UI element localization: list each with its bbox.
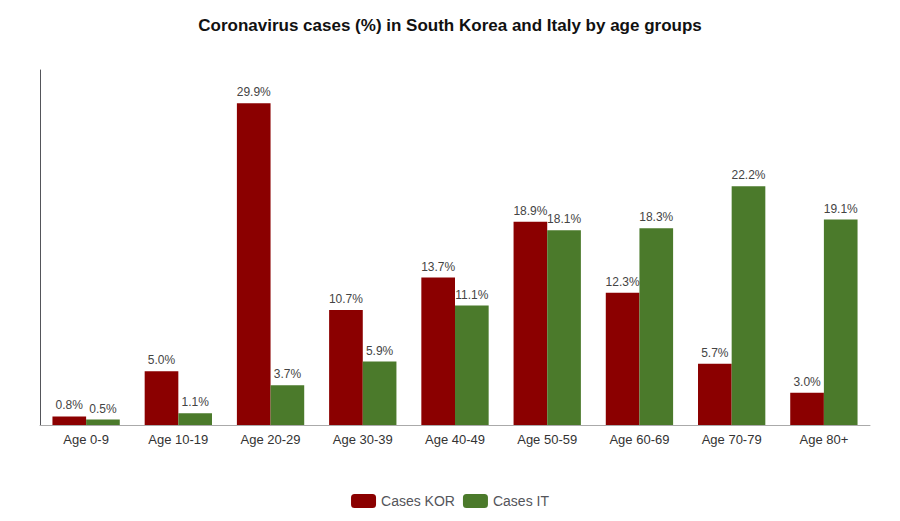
svg-text:12.3%: 12.3% bbox=[606, 275, 640, 289]
svg-text:13.7%: 13.7% bbox=[421, 260, 455, 274]
svg-text:22.2%: 22.2% bbox=[731, 168, 765, 182]
svg-text:Age 0-9: Age 0-9 bbox=[63, 432, 109, 447]
svg-text:Age 80+: Age 80+ bbox=[799, 432, 848, 447]
svg-text:Age 60-69: Age 60-69 bbox=[609, 432, 669, 447]
svg-text:Age 70-79: Age 70-79 bbox=[702, 432, 762, 447]
svg-text:Age 20-29: Age 20-29 bbox=[241, 432, 301, 447]
svg-text:Cases KOR: Cases KOR bbox=[381, 493, 455, 509]
svg-text:5.7%: 5.7% bbox=[701, 346, 729, 360]
svg-text:Age 30-39: Age 30-39 bbox=[333, 432, 393, 447]
svg-text:19.1%: 19.1% bbox=[824, 202, 858, 216]
svg-text:3.0%: 3.0% bbox=[793, 375, 821, 389]
svg-text:Age 10-19: Age 10-19 bbox=[148, 432, 208, 447]
svg-text:0.5%: 0.5% bbox=[89, 402, 117, 416]
svg-text:Cases IT: Cases IT bbox=[493, 493, 549, 509]
svg-text:1.1%: 1.1% bbox=[181, 395, 209, 409]
svg-text:Age 40-49: Age 40-49 bbox=[425, 432, 485, 447]
svg-text:18.3%: 18.3% bbox=[639, 210, 673, 224]
svg-text:3.7%: 3.7% bbox=[274, 367, 302, 381]
svg-text:0.8%: 0.8% bbox=[56, 398, 84, 412]
svg-text:5.9%: 5.9% bbox=[366, 344, 394, 358]
svg-text:18.9%: 18.9% bbox=[513, 204, 547, 218]
svg-text:Coronavirus cases (%) in South: Coronavirus cases (%) in South Korea and… bbox=[198, 16, 702, 35]
svg-text:29.9%: 29.9% bbox=[237, 85, 271, 99]
svg-text:18.1%: 18.1% bbox=[547, 212, 581, 226]
svg-text:Age 50-59: Age 50-59 bbox=[517, 432, 577, 447]
svg-text:11.1%: 11.1% bbox=[455, 288, 488, 302]
svg-text:10.7%: 10.7% bbox=[329, 292, 363, 306]
svg-text:5.0%: 5.0% bbox=[148, 353, 176, 367]
